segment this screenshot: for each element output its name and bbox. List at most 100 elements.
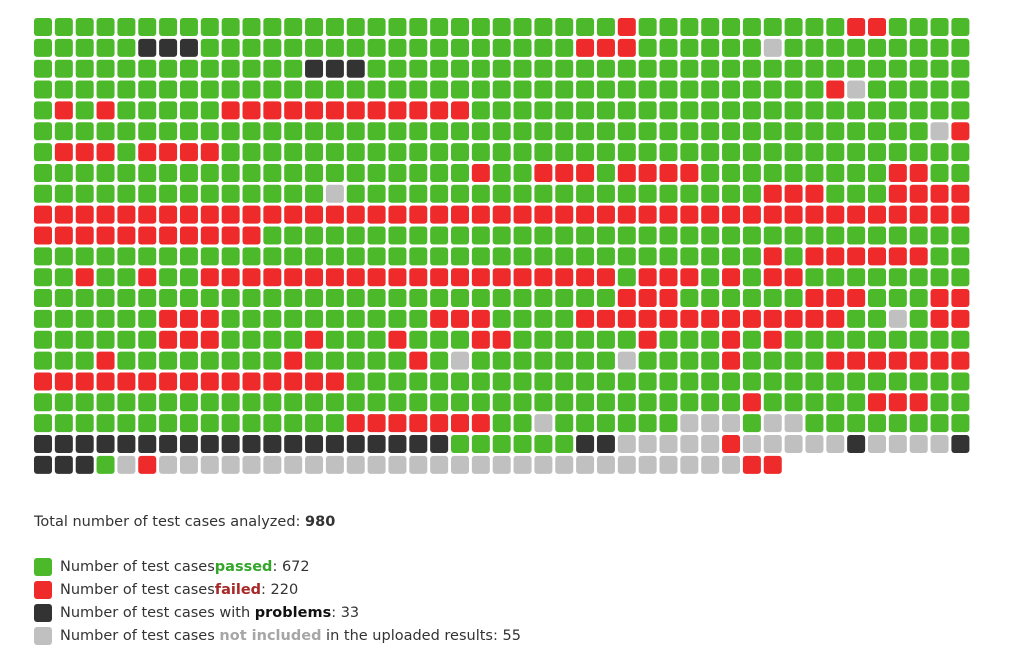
cell-not-included xyxy=(576,455,595,474)
cell-passed xyxy=(159,289,178,308)
cell-passed xyxy=(596,330,615,349)
cell-failed xyxy=(54,372,73,391)
cell-failed xyxy=(659,289,678,308)
cell-passed xyxy=(909,38,928,57)
cell-passed xyxy=(346,80,365,99)
cell-passed xyxy=(221,330,240,349)
cell-failed xyxy=(75,143,94,162)
cell-failed xyxy=(576,309,595,328)
cell-passed xyxy=(576,393,595,412)
cell-passed xyxy=(742,289,761,308)
cell-failed xyxy=(179,309,198,328)
cell-passed xyxy=(96,330,115,349)
cell-passed xyxy=(451,393,469,412)
cell-passed xyxy=(701,38,720,57)
cell-problem xyxy=(221,435,240,453)
cell-failed xyxy=(200,372,219,391)
cell-failed xyxy=(638,309,657,328)
cell-failed xyxy=(638,289,657,308)
cell-not-included xyxy=(868,435,886,453)
cell-failed xyxy=(742,205,761,224)
cell-passed xyxy=(492,101,511,120)
cell-passed xyxy=(638,122,657,141)
cell-passed xyxy=(263,414,282,433)
cell-passed xyxy=(159,163,178,182)
cell-passed xyxy=(34,184,52,203)
cell-failed xyxy=(826,247,845,266)
cell-failed xyxy=(242,372,261,391)
cell-passed xyxy=(742,38,761,57)
cell-passed xyxy=(492,80,511,99)
cell-failed xyxy=(868,18,886,36)
cell-not-included xyxy=(617,435,636,453)
cell-passed xyxy=(513,38,532,57)
cell-passed xyxy=(763,289,782,308)
cell-passed xyxy=(576,330,595,349)
cell-passed xyxy=(951,330,970,349)
cell-passed xyxy=(826,38,845,57)
cell-passed xyxy=(888,80,907,99)
legend-item-problems: Number of test cases with problems : 33 xyxy=(34,601,521,624)
cell-passed xyxy=(409,330,428,349)
cell-passed xyxy=(34,101,52,120)
cell-passed xyxy=(138,289,157,308)
cell-passed xyxy=(159,247,178,266)
cell-passed xyxy=(555,59,574,78)
cell-passed xyxy=(638,80,657,99)
cell-passed xyxy=(75,80,94,99)
cell-passed xyxy=(826,59,845,78)
cell-passed xyxy=(409,122,428,141)
cell-passed xyxy=(784,289,803,308)
cell-passed xyxy=(534,289,553,308)
cell-passed xyxy=(54,309,73,328)
cell-passed xyxy=(367,18,386,36)
legend-swatch-passed xyxy=(34,557,52,576)
cell-passed xyxy=(596,143,615,162)
cell-failed xyxy=(617,18,636,36)
cell-passed xyxy=(430,289,449,308)
cell-passed xyxy=(576,247,595,266)
cell-passed xyxy=(138,414,157,433)
cell-passed xyxy=(722,163,741,182)
cell-passed xyxy=(847,59,866,78)
cell-failed xyxy=(763,247,782,266)
cell-failed xyxy=(888,184,907,203)
cell-passed xyxy=(75,330,94,349)
cell-failed xyxy=(305,205,324,224)
cell-passed xyxy=(680,18,699,36)
cell-failed xyxy=(75,268,94,287)
cell-not-included xyxy=(930,435,949,453)
cell-failed xyxy=(388,101,407,120)
cell-passed xyxy=(930,38,949,57)
cell-failed xyxy=(263,268,282,287)
cell-passed xyxy=(617,247,636,266)
cell-passed xyxy=(638,247,657,266)
cell-not-included xyxy=(513,455,532,474)
cell-passed xyxy=(409,226,428,245)
cell-passed xyxy=(638,101,657,120)
cell-passed xyxy=(200,101,219,120)
cell-failed xyxy=(576,268,595,287)
cell-passed xyxy=(430,393,449,412)
cell-passed xyxy=(492,143,511,162)
cell-passed xyxy=(659,414,678,433)
cell-passed xyxy=(868,372,886,391)
cell-passed xyxy=(513,18,532,36)
cell-passed xyxy=(96,122,115,141)
cell-passed xyxy=(534,330,553,349)
cell-passed xyxy=(388,247,407,266)
cell-passed xyxy=(471,184,490,203)
cell-passed xyxy=(951,393,970,412)
cell-not-included xyxy=(888,309,907,328)
cell-passed xyxy=(471,18,490,36)
cell-failed xyxy=(367,268,386,287)
cell-passed xyxy=(200,393,219,412)
cell-passed xyxy=(34,330,52,349)
cell-passed xyxy=(826,101,845,120)
cell-passed xyxy=(868,122,886,141)
cell-passed xyxy=(951,143,970,162)
cell-passed xyxy=(555,372,574,391)
cell-passed xyxy=(784,393,803,412)
cell-passed xyxy=(138,122,157,141)
cell-passed xyxy=(617,393,636,412)
